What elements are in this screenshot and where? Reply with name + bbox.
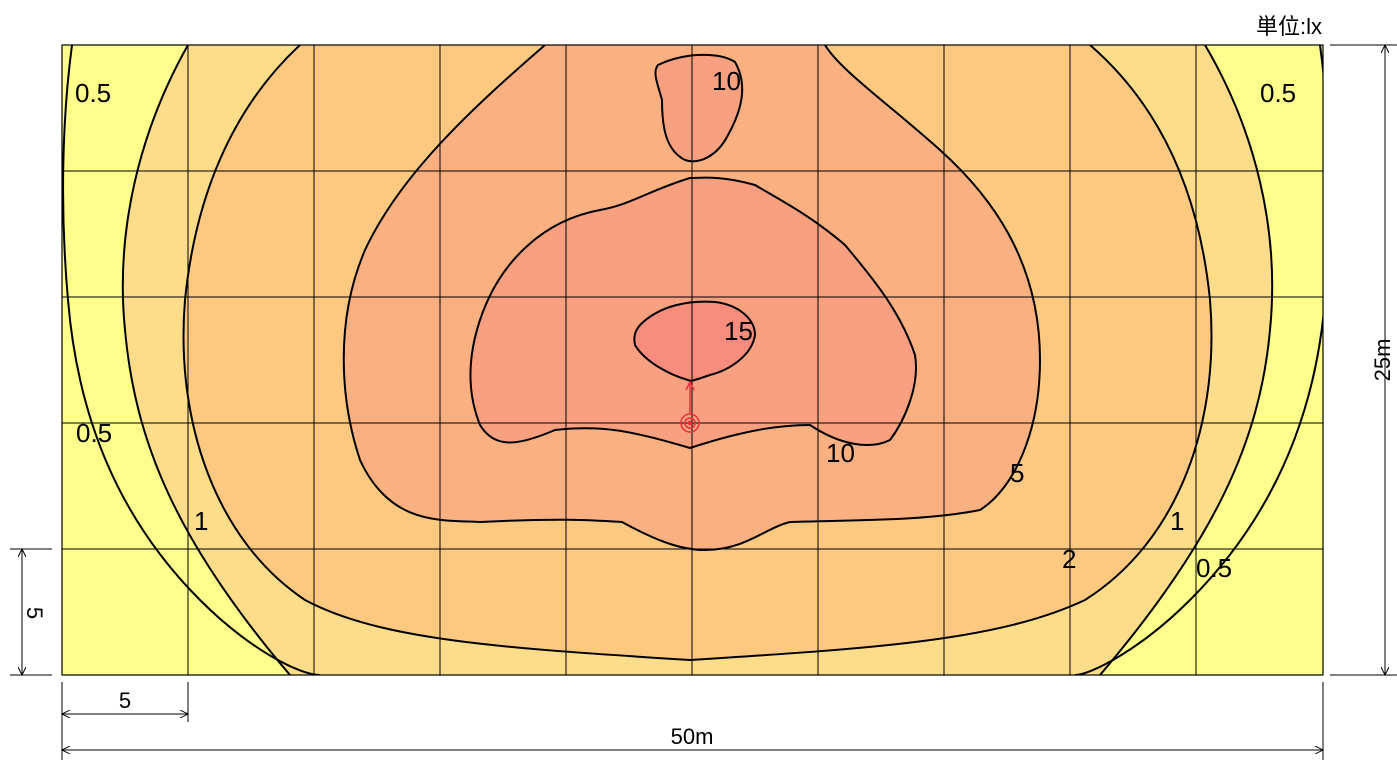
grid-height-label: 5 — [22, 607, 47, 619]
contour-label-0.5-top-right: 0.5 — [1260, 78, 1296, 108]
height-dimension — [1330, 45, 1397, 675]
width-total-label: 50m — [671, 724, 714, 749]
contour-label-1-right: 1 — [1170, 506, 1184, 536]
contour-label-10-mid: 10 — [826, 438, 855, 468]
contour-15 — [633, 300, 757, 382]
band-10-top-island — [655, 54, 743, 162]
contour-label-15: 15 — [724, 316, 753, 346]
contour-label-1-left: 1 — [194, 506, 208, 536]
plot-border — [61, 44, 1324, 676]
contour-2 — [182, 45, 1213, 662]
contour-label-2: 2 — [1062, 544, 1076, 574]
height-total-label: 25m — [1370, 339, 1395, 382]
contour-lines — [62, 45, 1323, 675]
contour-label-10-top: 10 — [712, 66, 741, 96]
band-above-15 — [634, 301, 755, 381]
contour-label-5: 5 — [1010, 458, 1024, 488]
grid-width-label: 5 — [119, 688, 131, 713]
contour-5 — [342, 45, 1042, 552]
contour-10-central — [469, 176, 917, 450]
unit-label: 単位:lx — [1256, 14, 1322, 39]
contour-plot — [62, 45, 1323, 675]
light-fixture-icon — [680, 380, 700, 433]
width-dimensions — [62, 682, 1323, 760]
contour-0.5-left — [62, 45, 321, 675]
contour-0.5-right — [1074, 45, 1323, 675]
contour-1-right — [1099, 45, 1274, 675]
contour-1-left — [121, 45, 291, 675]
grid — [62, 45, 1323, 675]
contour-label-0.5-top-left: 0.5 — [75, 78, 111, 108]
contour-labels: 0.5 0.5 0.5 0.5 1 1 2 5 10 10 15 — [75, 66, 1296, 583]
contour-label-0.5-mid-left: 0.5 — [76, 418, 112, 448]
contour-10-top — [654, 53, 744, 163]
contour-label-0.5-bottom-right: 0.5 — [1196, 553, 1232, 583]
grid-height-dimension — [10, 549, 52, 675]
